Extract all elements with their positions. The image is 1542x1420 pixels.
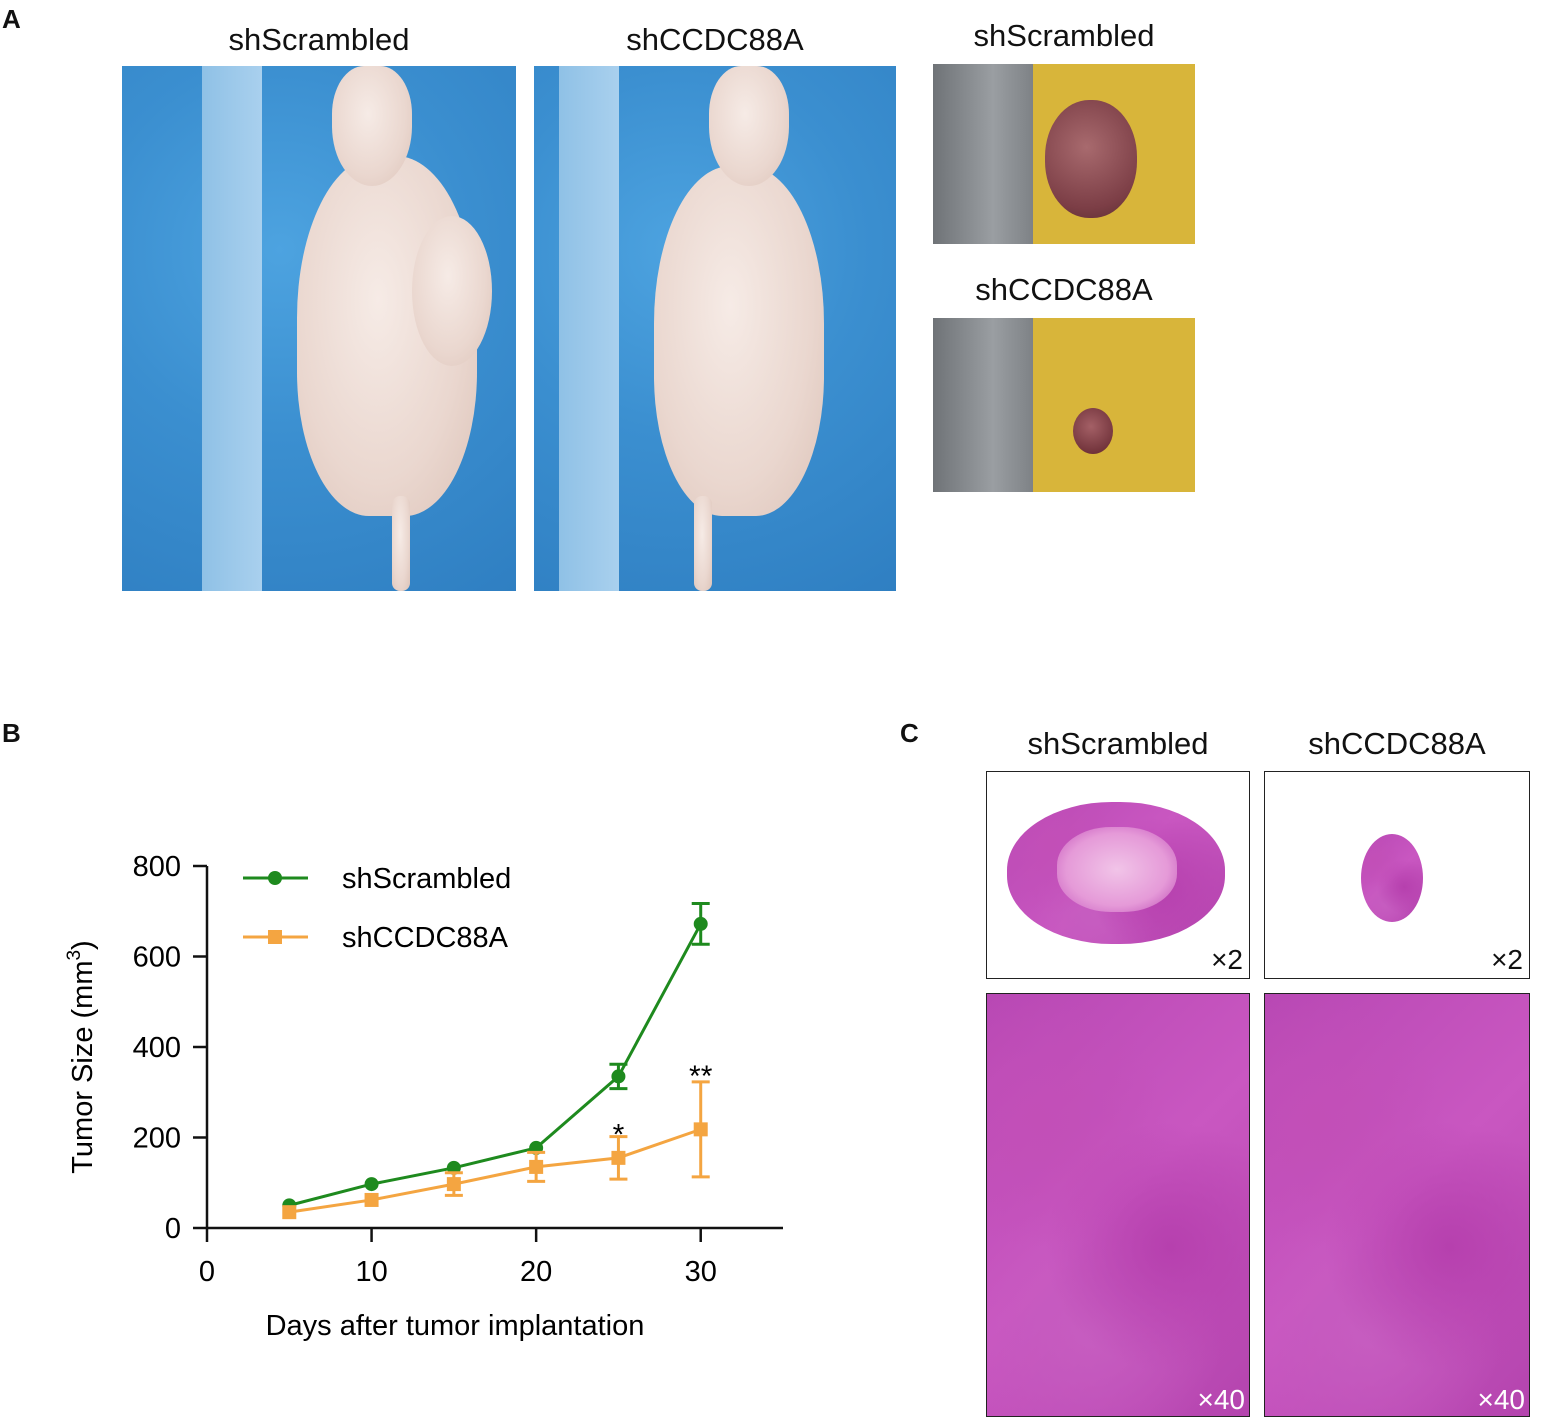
data-point bbox=[693, 916, 708, 931]
data-point bbox=[611, 1069, 626, 1084]
data-point bbox=[446, 1177, 461, 1192]
series-shScrambled bbox=[282, 902, 710, 1213]
x-tick-label: 30 bbox=[685, 1256, 717, 1288]
mouse-label-shscrambled: shScrambled bbox=[228, 22, 410, 57]
legend-marker bbox=[268, 930, 282, 944]
he-lowmag-shscrambled: ×2 bbox=[986, 771, 1250, 979]
panel-a-letter: A bbox=[2, 4, 21, 34]
x-tick-label: 10 bbox=[355, 1256, 387, 1288]
he-lowmag-shccdc88a: ×2 bbox=[1264, 771, 1530, 979]
tumor-image bbox=[1073, 408, 1113, 454]
y-tick-label: 400 bbox=[133, 1032, 181, 1064]
y-tick-label: 800 bbox=[133, 851, 181, 883]
y-tick-label: 200 bbox=[133, 1123, 181, 1155]
significance-marker: ** bbox=[689, 1060, 713, 1093]
y-tick-label: 0 bbox=[165, 1213, 181, 1245]
y-axis-label-close: ) bbox=[67, 940, 99, 950]
data-point bbox=[282, 1205, 297, 1220]
chart-series: *** bbox=[282, 902, 713, 1220]
tumor-photo-shscrambled bbox=[933, 64, 1195, 244]
tumor-bulge bbox=[412, 216, 492, 366]
data-point bbox=[693, 1122, 708, 1137]
mouse-label-shccdc88a: shCCDC88A bbox=[626, 22, 804, 57]
series-shCCDC88A bbox=[282, 1080, 710, 1220]
data-point bbox=[364, 1192, 379, 1207]
x-tick-label: 20 bbox=[520, 1256, 552, 1288]
he-label-shccdc88a: shCCDC88A bbox=[1308, 726, 1486, 761]
magnification-label: ×40 bbox=[1477, 1384, 1526, 1415]
he-highmag-shccdc88a: ×40 bbox=[1264, 993, 1530, 1417]
panel-b-letter: B bbox=[2, 718, 21, 748]
legend-label: shScrambled bbox=[342, 863, 511, 895]
series-line bbox=[288, 923, 703, 1207]
ruler bbox=[559, 66, 619, 591]
y-tick-label: 600 bbox=[133, 942, 181, 974]
chart-axes: 0 10 20 30 0 200 400 600 800 bbox=[133, 851, 783, 1288]
mouse-head bbox=[332, 66, 412, 186]
he-label-shscrambled: shScrambled bbox=[1027, 726, 1209, 761]
tissue-section bbox=[1361, 834, 1423, 922]
data-point bbox=[529, 1159, 544, 1174]
legend-label: shCCDC88A bbox=[342, 922, 509, 954]
data-point bbox=[611, 1150, 626, 1165]
necrotic-center bbox=[1057, 827, 1177, 912]
mouse-tail bbox=[694, 496, 712, 591]
significance-marker: * bbox=[613, 1119, 625, 1152]
mouse-head bbox=[709, 66, 789, 186]
chart-legend: shScrambled shCCDC88A bbox=[243, 863, 511, 954]
x-axis-label: Days after tumor implantation bbox=[266, 1310, 645, 1342]
tumor-label-shccdc88a: shCCDC88A bbox=[975, 272, 1153, 307]
ruler bbox=[933, 64, 1033, 244]
magnification-label: ×2 bbox=[1211, 944, 1243, 975]
y-axis-label-sup: 3 bbox=[64, 950, 85, 961]
mouse-photo-shccdc88a bbox=[534, 66, 896, 591]
y-axis-label: Tumor Size (mm3) bbox=[64, 940, 99, 1173]
tumor-image bbox=[1045, 100, 1137, 218]
ruler bbox=[933, 318, 1033, 492]
legend-marker bbox=[268, 871, 282, 885]
panel-c-letter: C bbox=[900, 718, 919, 748]
mouse-tail bbox=[392, 496, 410, 591]
x-tick-label: 0 bbox=[199, 1256, 215, 1288]
series-line bbox=[289, 1127, 702, 1214]
data-point bbox=[364, 1177, 379, 1192]
he-highmag-shscrambled: ×40 bbox=[986, 993, 1250, 1417]
tumor-photo-shccdc88a bbox=[933, 318, 1195, 492]
mouse-image bbox=[654, 166, 824, 516]
tumor-label-shscrambled: shScrambled bbox=[973, 18, 1155, 53]
mouse-photo-shscrambled bbox=[122, 66, 516, 591]
magnification-label: ×2 bbox=[1491, 944, 1523, 975]
ruler bbox=[202, 66, 262, 591]
y-axis-label-text: Tumor Size (mm bbox=[67, 961, 99, 1174]
magnification-label: ×40 bbox=[1197, 1384, 1246, 1415]
